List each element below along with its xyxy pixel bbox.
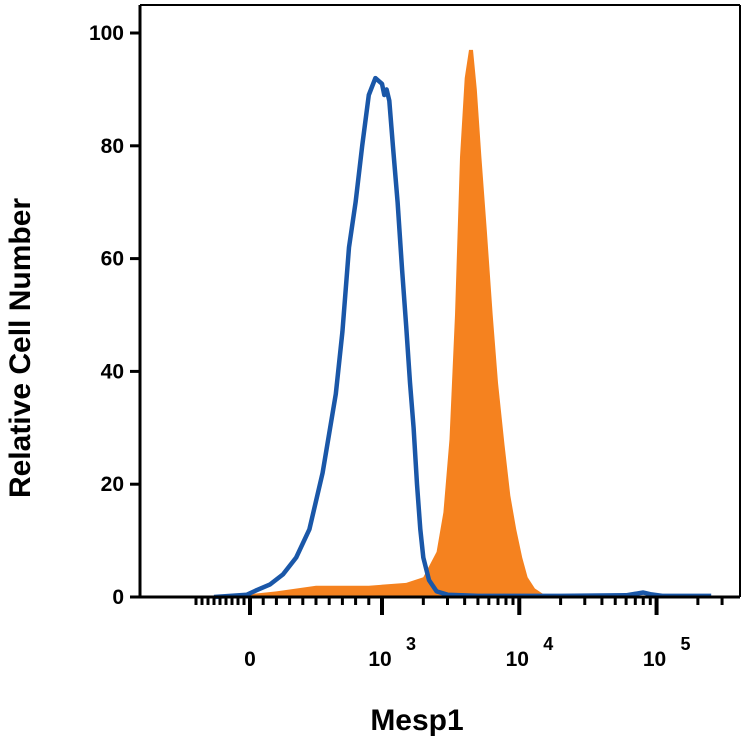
x-tick-label-10000: 10	[506, 648, 529, 671]
series-layer	[213, 49, 712, 600]
y-tick-label-20: 20	[101, 473, 124, 496]
x-axis-label: Mesp1	[370, 704, 463, 737]
y-tick-label-60: 60	[101, 248, 124, 271]
x-tick-label-100000: 10	[643, 648, 666, 671]
x-tick-exponent-100000: 5	[681, 634, 691, 654]
ticks-layer: 0 20 40 60 80 100 0 10 3 10 4 10 5	[89, 22, 724, 671]
x-tick-exponent-1000: 3	[406, 634, 416, 654]
axes-layer	[138, 4, 741, 599]
x-tick-label-1000: 10	[368, 648, 391, 671]
series-0-filled-histogram	[242, 49, 551, 597]
y-tick-label-0: 0	[112, 586, 124, 609]
x-tick-exponent-10000: 4	[543, 634, 553, 654]
y-axis-label: Relative Cell Number	[4, 198, 37, 498]
y-tick-label-100: 100	[89, 22, 124, 45]
y-tick-label-80: 80	[101, 135, 124, 158]
x-tick-label-0: 0	[244, 648, 256, 671]
y-tick-label-40: 40	[101, 360, 124, 383]
